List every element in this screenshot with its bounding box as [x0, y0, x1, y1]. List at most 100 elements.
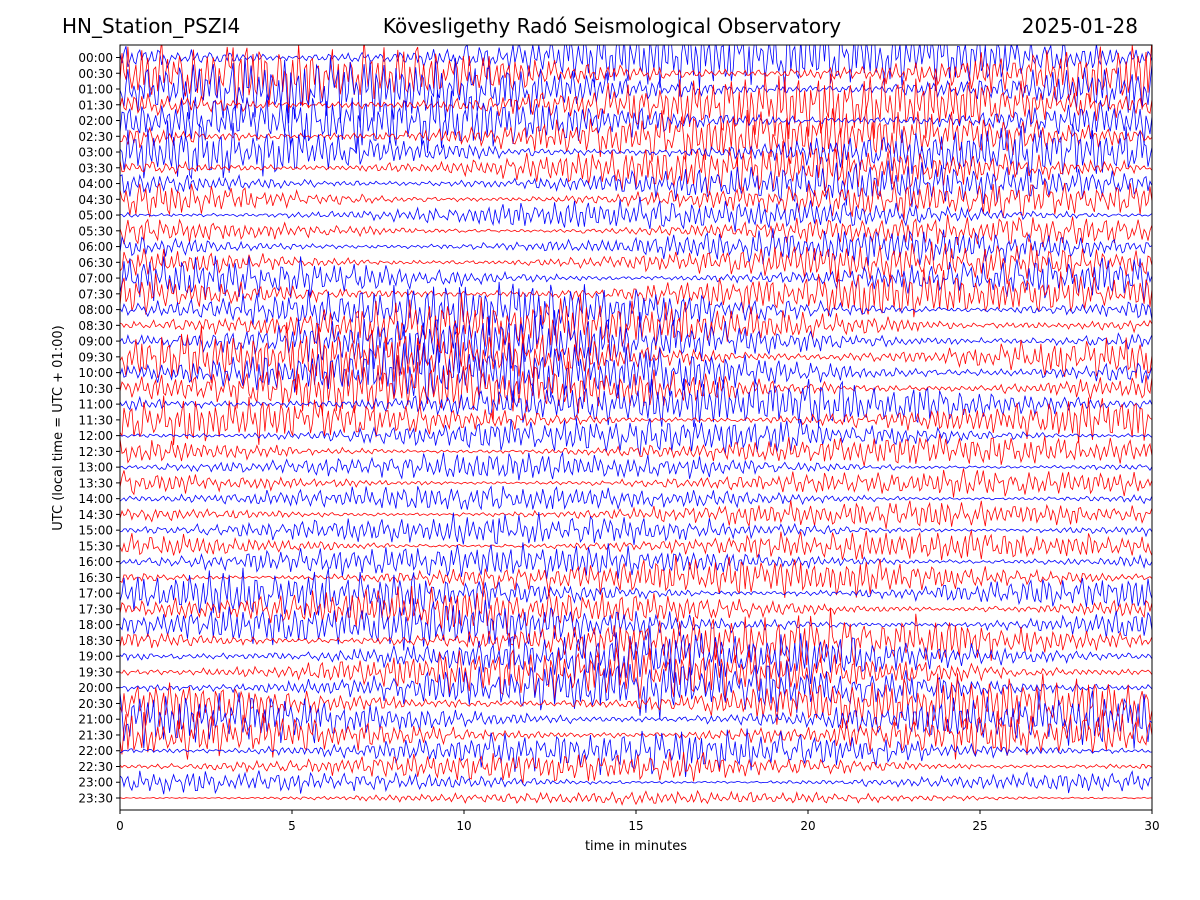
x-tick-label: 10 [456, 819, 471, 833]
y-tick-label: 03:00 [78, 146, 113, 160]
y-tick-label: 15:00 [78, 524, 113, 538]
trace-row [120, 354, 1152, 422]
y-tick-label: 06:30 [78, 256, 113, 270]
trace-row [120, 160, 1152, 208]
trace-row [120, 770, 1152, 795]
y-tick-label: 21:30 [78, 728, 113, 742]
y-axis-label: UTC (local time = UTC + 01:00) [51, 325, 66, 530]
x-axis-label: time in minutes [585, 839, 687, 854]
trace-row [120, 512, 1152, 545]
trace-row [120, 395, 1152, 446]
y-tick-label: 10:30 [78, 382, 113, 396]
y-tick-label: 16:30 [78, 571, 113, 585]
trace-row [120, 752, 1152, 784]
y-tick-label: 08:30 [78, 319, 113, 333]
y-tick-label: 04:00 [78, 177, 113, 191]
y-tick-label: 00:00 [78, 51, 113, 65]
trace-row [120, 322, 1152, 391]
trace-row [120, 179, 1152, 221]
y-tick-label: 02:00 [78, 114, 113, 128]
trace-row [120, 214, 1152, 247]
y-tick-label: 12:30 [78, 445, 113, 459]
trace-row [120, 45, 1152, 97]
y-tick-label: 22:30 [78, 760, 113, 774]
date-title: 2025-01-28 [1021, 14, 1138, 38]
trace-row [120, 789, 1152, 806]
x-tick-label: 15 [628, 819, 643, 833]
y-tick-label: 03:30 [78, 161, 113, 175]
x-axis: 0 5 10 15 20 25 30 [116, 810, 1160, 833]
trace-row [120, 378, 1152, 427]
y-tick-label: 13:30 [78, 476, 113, 490]
x-tick-label: 0 [116, 819, 124, 833]
y-tick-label: 23:30 [78, 792, 113, 806]
y-tick-label: 05:30 [78, 224, 113, 238]
trace-row [120, 45, 1152, 114]
y-tick-label: 11:00 [78, 398, 113, 412]
y-tick-label: 08:00 [78, 303, 113, 317]
x-tick-label: 25 [972, 819, 987, 833]
trace-row [120, 625, 1152, 685]
x-tick-label: 30 [1144, 819, 1159, 833]
trace-row [120, 451, 1152, 481]
y-tick-label: 10:00 [78, 366, 113, 380]
y-tick-label: 16:00 [78, 555, 113, 569]
y-tick-label: 13:00 [78, 461, 113, 475]
trace-row [120, 542, 1152, 580]
y-tick-label: 22:00 [78, 744, 113, 758]
trace-row [120, 89, 1152, 154]
y-tick-label: 01:30 [78, 98, 113, 112]
x-tick-label: 20 [800, 819, 815, 833]
y-tick-label: 17:00 [78, 587, 113, 601]
y-tick-label: 17:30 [78, 602, 113, 616]
y-tick-label: 07:00 [78, 272, 113, 286]
y-tick-label: 20:00 [78, 681, 113, 695]
trace-row [120, 342, 1152, 403]
y-tick-label: 07:30 [78, 287, 113, 301]
seismogram-traces [120, 45, 1152, 806]
trace-row [120, 73, 1152, 140]
trace-row [120, 585, 1152, 635]
y-tick-label: 09:00 [78, 335, 113, 349]
y-tick-label: 12:00 [78, 429, 113, 443]
y-tick-label: 06:00 [78, 240, 113, 254]
trace-row [120, 500, 1152, 529]
y-tick-label: 11:30 [78, 413, 113, 427]
y-tick-label: 14:30 [78, 508, 113, 522]
y-tick-label: 23:00 [78, 776, 113, 790]
y-tick-label: 21:00 [78, 713, 113, 727]
trace-row [120, 281, 1152, 337]
trace-row [120, 567, 1152, 616]
trace-row [120, 418, 1152, 456]
trace-row [120, 310, 1152, 374]
trace-row [120, 485, 1152, 511]
x-tick-label: 5 [288, 819, 296, 833]
trace-row [120, 554, 1152, 598]
y-tick-label: 00:30 [78, 67, 113, 81]
trace-row [120, 267, 1152, 318]
trace-row [120, 57, 1152, 128]
trace-row [120, 598, 1152, 651]
y-tick-label: 18:00 [78, 618, 113, 632]
y-tick-label: 09:30 [78, 350, 113, 364]
trace-row [120, 728, 1152, 778]
trace-row [120, 639, 1152, 703]
y-tick-label: 19:00 [78, 650, 113, 664]
trace-row [120, 293, 1152, 356]
trace-row [120, 709, 1152, 760]
trace-row [120, 255, 1152, 303]
trace-row [120, 106, 1152, 169]
trace-row [120, 468, 1152, 498]
trace-row [120, 658, 1152, 720]
observatory-title: Kövesligethy Radó Seismological Observat… [382, 14, 842, 38]
station-title: HN_Station_PSZI4 [62, 14, 241, 38]
trace-row [120, 196, 1152, 232]
y-tick-label: 20:30 [78, 697, 113, 711]
trace-row [120, 228, 1152, 267]
y-tick-label: 01:00 [78, 83, 113, 97]
y-tick-label: 02:30 [78, 130, 113, 144]
trace-row [120, 530, 1152, 561]
y-tick-label: 14:00 [78, 492, 113, 506]
